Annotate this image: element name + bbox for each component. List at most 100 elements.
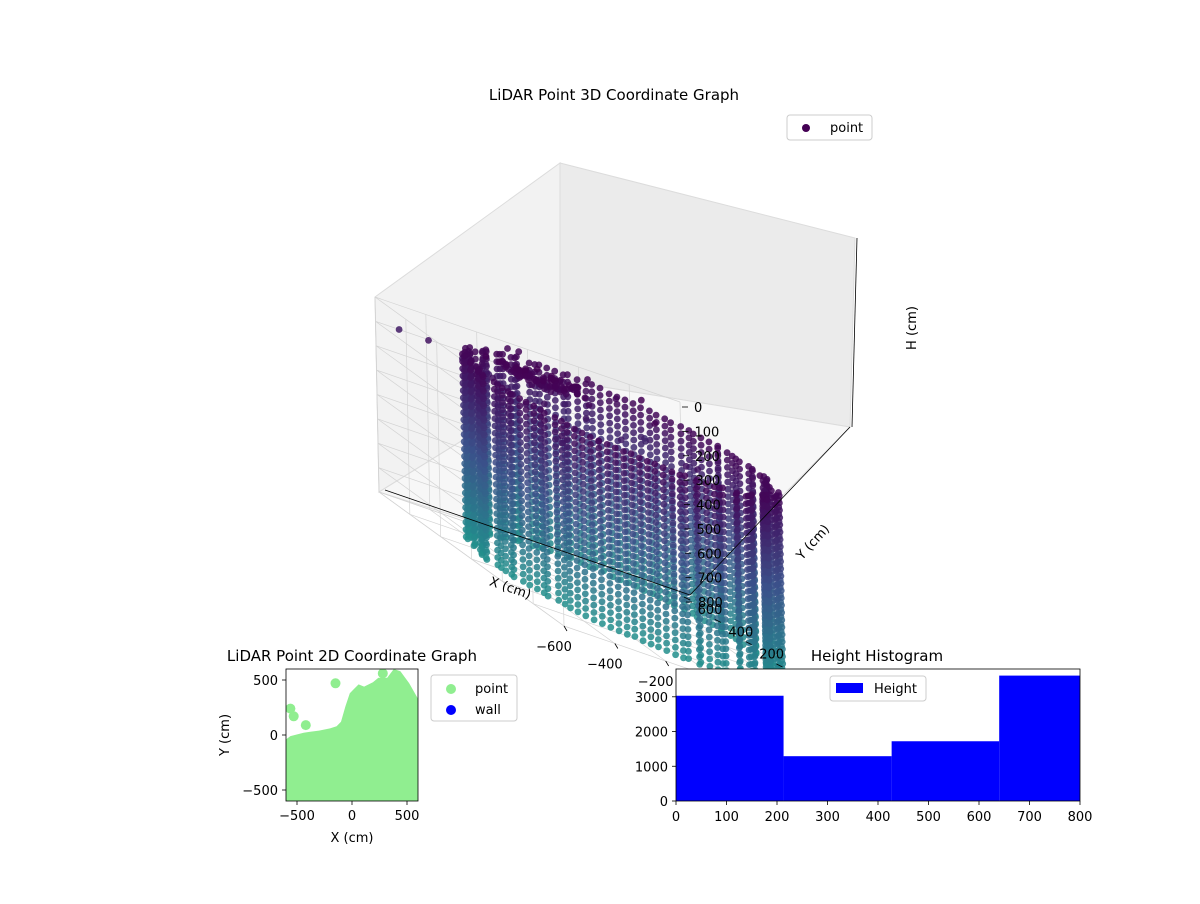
point-3d bbox=[668, 490, 676, 498]
point-3d bbox=[628, 486, 636, 494]
point-3d bbox=[574, 593, 582, 601]
legend-histogram-box bbox=[829, 675, 927, 702]
point-3d bbox=[694, 558, 701, 566]
point-3d bbox=[768, 487, 775, 495]
point-3d bbox=[622, 550, 629, 558]
point-3d bbox=[712, 578, 720, 586]
point-3d bbox=[678, 581, 686, 589]
point-3d bbox=[578, 436, 586, 444]
point-3d bbox=[766, 620, 774, 628]
point-3d bbox=[500, 450, 507, 458]
point-3d bbox=[560, 542, 568, 549]
point-3d bbox=[479, 373, 487, 381]
point-3d bbox=[696, 646, 703, 653]
point-3d bbox=[573, 535, 580, 543]
point-3d bbox=[766, 642, 774, 650]
point-3d bbox=[712, 534, 719, 542]
legend-3d-point-label: point bbox=[830, 121, 863, 136]
point-3d bbox=[612, 459, 619, 466]
point-3d bbox=[461, 381, 469, 389]
point-3d bbox=[480, 402, 488, 410]
point-3d bbox=[639, 622, 647, 630]
point-2d bbox=[330, 678, 341, 689]
point-3d bbox=[518, 512, 526, 519]
point-3d bbox=[519, 570, 527, 578]
point-3d bbox=[654, 599, 661, 607]
point-3d bbox=[589, 550, 597, 558]
point-3d bbox=[764, 525, 772, 533]
point-3d bbox=[722, 630, 729, 638]
point-3d bbox=[682, 530, 690, 538]
point-3d bbox=[677, 430, 685, 438]
point-3d bbox=[704, 567, 712, 575]
point-3d bbox=[542, 468, 549, 476]
point-3d bbox=[743, 536, 751, 544]
point-3d bbox=[469, 461, 476, 469]
point-3d bbox=[719, 484, 726, 492]
point-3d bbox=[724, 464, 731, 471]
point-3d bbox=[516, 424, 524, 432]
point-3d bbox=[671, 614, 679, 622]
point-3d bbox=[604, 484, 612, 492]
point-3d bbox=[564, 450, 571, 458]
point-3d bbox=[516, 395, 523, 402]
point-3d bbox=[612, 488, 620, 496]
point-3d bbox=[774, 655, 782, 662]
x-tick-label-2d: −500 bbox=[279, 809, 315, 824]
point-3d bbox=[470, 527, 478, 535]
point-3d bbox=[706, 641, 713, 648]
point-3d bbox=[742, 493, 750, 500]
point-3d bbox=[534, 585, 541, 593]
point-3d bbox=[558, 454, 566, 462]
point-3d bbox=[468, 432, 476, 440]
point-3d bbox=[660, 522, 668, 530]
point-3d bbox=[661, 566, 669, 574]
point-3d bbox=[462, 418, 469, 426]
point-3d bbox=[772, 574, 780, 582]
point-3d bbox=[461, 403, 469, 411]
point-3d bbox=[627, 457, 635, 465]
point-3d bbox=[469, 483, 477, 491]
point-3d bbox=[629, 538, 637, 545]
point-3d bbox=[693, 514, 701, 522]
point-3d bbox=[646, 589, 654, 597]
point-3d bbox=[462, 447, 470, 455]
point-3d bbox=[561, 593, 569, 601]
point-3d bbox=[711, 498, 718, 505]
point-3d bbox=[662, 588, 669, 596]
point-3d bbox=[684, 604, 691, 611]
point-3d bbox=[523, 428, 530, 435]
point-3d bbox=[697, 434, 705, 442]
point-3d bbox=[607, 609, 614, 616]
point-3d bbox=[630, 422, 637, 429]
point-3d bbox=[463, 469, 470, 477]
point-3d bbox=[704, 560, 712, 568]
point-3d bbox=[623, 616, 631, 624]
point-3d bbox=[615, 605, 622, 613]
z-tick-label: 400 bbox=[696, 499, 721, 514]
point-3d bbox=[531, 468, 539, 476]
point-3d bbox=[714, 658, 722, 666]
point-3d bbox=[531, 483, 539, 490]
point-3d bbox=[711, 490, 718, 498]
point-3d bbox=[553, 523, 561, 531]
point-3d bbox=[645, 545, 653, 553]
point-3d bbox=[749, 482, 757, 489]
point-3d bbox=[694, 466, 702, 473]
point-3d bbox=[696, 660, 704, 668]
point-3d bbox=[566, 575, 574, 582]
point-3d bbox=[629, 530, 637, 538]
point-3d bbox=[771, 494, 778, 502]
point-3d bbox=[590, 587, 597, 594]
point-3d bbox=[659, 464, 667, 472]
point-2d bbox=[377, 669, 388, 679]
point-3d bbox=[565, 538, 573, 546]
point-3d bbox=[482, 526, 490, 534]
point-3d bbox=[662, 610, 670, 618]
point-3d bbox=[542, 490, 550, 498]
point-3d bbox=[695, 602, 702, 610]
point-3d bbox=[463, 498, 471, 506]
point-3d bbox=[637, 520, 645, 528]
point-3d bbox=[579, 488, 587, 495]
point-3d bbox=[553, 487, 560, 494]
